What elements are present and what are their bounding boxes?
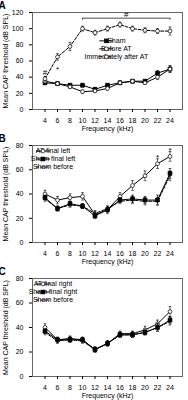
svg-text:B: B [0,133,6,144]
svg-text:24: 24 [166,250,174,257]
svg-text:Mean CAP threshold (dB SPL): Mean CAP threshold (dB SPL) [2,147,10,242]
svg-text:20: 20 [16,348,24,355]
svg-text:C: C [0,266,6,277]
svg-text:12: 12 [91,117,99,124]
svg-text:22: 22 [154,250,162,257]
svg-text:12: 12 [91,384,99,391]
svg-text:*: * [56,65,59,74]
svg-text:12: 12 [91,250,99,257]
svg-text:Before AT: Before AT [101,45,132,52]
svg-text:Sham before: Sham before [33,163,73,170]
svg-text:8: 8 [68,384,72,391]
svg-text:4: 4 [43,117,47,124]
svg-text:60: 60 [16,299,24,306]
svg-text:14: 14 [104,384,112,391]
svg-text:20: 20 [16,90,24,97]
svg-text:*: * [156,153,159,162]
svg-text:Immediately after AT: Immediately after AT [84,53,148,61]
svg-text:14: 14 [104,250,112,257]
svg-text:16: 16 [116,117,124,124]
svg-text:A: A [0,0,6,11]
svg-text:8: 8 [68,117,72,124]
svg-text:Frequency (kHz): Frequency (kHz) [82,125,134,133]
svg-text:20: 20 [141,250,149,257]
svg-text:18: 18 [129,250,137,257]
svg-text:#: # [124,10,129,19]
svg-text:20: 20 [141,117,149,124]
svg-text:6: 6 [56,384,60,391]
svg-text:16: 16 [116,250,124,257]
svg-text:AT final right: AT final right [34,280,73,288]
svg-text:4: 4 [43,250,47,257]
svg-text:40: 40 [16,324,24,331]
svg-text:Mean CAP threshold (dB SPL): Mean CAP threshold (dB SPL) [2,14,10,109]
svg-text:18: 18 [129,117,137,124]
svg-text:60: 60 [16,166,24,173]
svg-text:0: 0 [20,239,24,246]
svg-text:8: 8 [68,250,72,257]
svg-text:22: 22 [154,384,162,391]
svg-text:Sham: Sham [107,37,125,44]
svg-text:80: 80 [16,275,24,282]
svg-text:6: 6 [56,117,60,124]
svg-text:AT final left: AT final left [36,147,70,154]
svg-text:20: 20 [16,214,24,221]
svg-text:Mean CAP threshold (dB SPL): Mean CAP threshold (dB SPL) [2,280,10,375]
svg-text:10: 10 [79,117,87,124]
svg-text:0: 0 [20,373,24,380]
svg-text:18: 18 [129,384,137,391]
svg-text:40: 40 [16,190,24,197]
svg-text:40: 40 [16,73,24,80]
svg-text:80: 80 [16,142,24,149]
svg-text:Sham final left: Sham final left [31,155,75,162]
svg-text:20: 20 [141,384,149,391]
svg-text:100: 100 [12,25,24,32]
svg-text:120: 120 [12,9,24,16]
svg-text:*: * [168,146,171,155]
svg-text:80: 80 [16,41,24,48]
svg-text:#: # [43,68,48,77]
svg-text:Frequency (kHz): Frequency (kHz) [82,258,134,266]
svg-text:10: 10 [79,384,87,391]
svg-text:Sham final right: Sham final right [29,288,78,296]
svg-text:24: 24 [166,117,174,124]
svg-text:0: 0 [20,106,24,113]
svg-text:10: 10 [79,250,87,257]
svg-text:60: 60 [16,57,24,64]
svg-text:Sham before: Sham before [33,296,73,303]
svg-text:6: 6 [56,250,60,257]
svg-text:Frequency (kHz): Frequency (kHz) [82,392,134,400]
svg-text:14: 14 [104,117,112,124]
svg-text:4: 4 [43,384,47,391]
svg-text:22: 22 [154,117,162,124]
svg-text:24: 24 [166,384,174,391]
svg-text:16: 16 [116,384,124,391]
